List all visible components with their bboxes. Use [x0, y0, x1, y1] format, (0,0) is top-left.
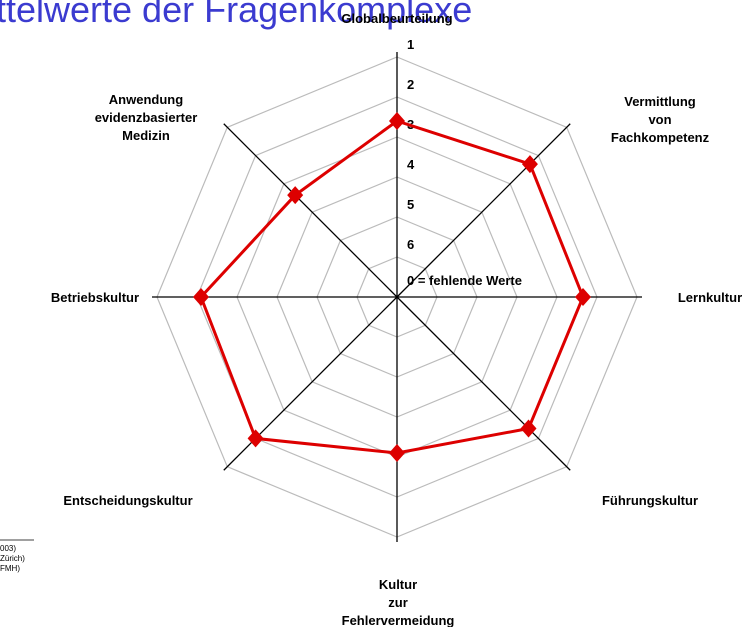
- category-label: Globalbeurteilung: [341, 11, 452, 26]
- category-label: Führungskultur: [602, 493, 698, 508]
- data-point: [389, 112, 405, 130]
- category-label: evidenzbasierter: [95, 110, 198, 125]
- data-line: [199, 119, 585, 455]
- r-tick-label: 0 = fehlende Werte: [407, 273, 522, 288]
- r-tick-label: 6: [407, 237, 414, 252]
- footnote: 003): [0, 544, 16, 553]
- axis-line: [223, 123, 398, 298]
- data-point: [575, 288, 591, 306]
- footnote: FMH): [0, 564, 20, 573]
- data-point: [247, 429, 264, 448]
- category-label: Fachkompetenz: [611, 130, 710, 145]
- category-label: Betriebskultur: [51, 290, 139, 305]
- footnote: Zürich): [0, 554, 25, 563]
- category-label: von: [648, 112, 671, 127]
- r-tick-label: 1: [407, 37, 414, 52]
- category-label: Lernkultur: [678, 290, 742, 305]
- data-point: [389, 444, 405, 462]
- category-label: Kultur: [379, 577, 417, 592]
- category-label: Anwendung: [109, 92, 183, 107]
- r-tick-label: 5: [407, 197, 414, 212]
- category-label: Medizin: [122, 128, 170, 143]
- data-point: [287, 186, 304, 205]
- category-label: Fehlervermeidung: [342, 613, 455, 627]
- category-label: zur: [388, 595, 408, 610]
- axis-line: [396, 296, 571, 471]
- r-tick-label: 4: [407, 157, 415, 172]
- data-point: [193, 288, 209, 306]
- category-label: Vermittlung: [624, 94, 696, 109]
- chart-title: ttelwerte der Fragenkomplexe: [0, 0, 472, 30]
- category-label: Entscheidungskultur: [63, 493, 192, 508]
- data-point: [521, 155, 538, 174]
- r-tick-label: 2: [407, 77, 414, 92]
- axis-line: [396, 123, 571, 298]
- data-point: [520, 419, 537, 438]
